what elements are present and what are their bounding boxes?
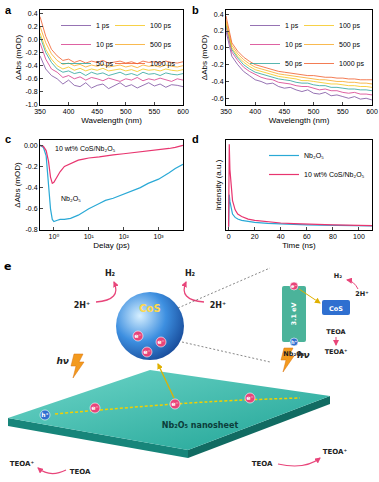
svg-text:Intensity (a.u.): Intensity (a.u.) [214,159,223,210]
svg-text:0.0: 0.0 [28,36,38,43]
svg-text:TEOA: TEOA [252,460,273,468]
svg-text:-0.6: -0.6 [26,205,38,212]
svg-text:Nb₂O₅: Nb₂O₅ [283,350,304,358]
svg-text:Wavelength (nm): Wavelength (nm) [81,116,142,125]
svg-text:Nb₂O₅: Nb₂O₅ [61,195,81,202]
svg-text:10 wt% CoS/Nb₂O₅: 10 wt% CoS/Nb₂O₅ [55,145,116,152]
svg-text:e⁻: e⁻ [171,400,178,407]
svg-text:2H⁺: 2H⁺ [210,301,226,310]
svg-text:80: 80 [329,233,337,240]
svg-text:10¹: 10¹ [84,233,95,240]
svg-text:10⁰: 10⁰ [49,233,60,240]
svg-text:e⁻: e⁻ [143,348,150,355]
svg-text:1 ps: 1 ps [285,22,299,30]
svg-text:a: a [5,4,12,16]
svg-text:400: 400 [249,108,261,115]
svg-text:100 ps: 100 ps [339,22,361,30]
svg-text:500 ps: 500 ps [150,41,172,49]
svg-text:H₂: H₂ [185,269,196,278]
svg-text:hν: hν [56,356,69,366]
svg-text:ΔAbs (mOD): ΔAbs (mOD) [200,34,209,80]
svg-text:TEOA: TEOA [326,328,345,336]
svg-text:-0.4: -0.4 [26,62,38,69]
svg-text:e⁻: e⁻ [246,394,253,401]
svg-text:TEOA⁺: TEOA⁺ [323,448,348,456]
svg-text:CoS: CoS [139,303,160,314]
svg-text:100 ps: 100 ps [150,22,172,30]
svg-text:-0.4: -0.4 [26,184,38,191]
svg-text:10³: 10³ [154,233,165,240]
svg-text:-0.6: -0.6 [212,95,224,102]
svg-text:600: 600 [177,108,189,115]
svg-text:-0.4: -0.4 [212,78,224,85]
svg-text:10 ps: 10 ps [285,41,303,49]
svg-text:2H⁺: 2H⁺ [355,290,368,298]
svg-text:0.4: 0.4 [214,11,224,18]
svg-text:600: 600 [366,108,378,115]
svg-text:H₂: H₂ [105,269,116,278]
svg-text:10²: 10² [119,233,130,240]
svg-text:d: d [192,133,199,145]
svg-text:3.1 eV: 3.1 eV [290,302,298,325]
svg-text:450: 450 [279,108,291,115]
svg-text:h⁺: h⁺ [41,411,48,418]
svg-text:10 wt% CoS/Nb₂O₅: 10 wt% CoS/Nb₂O₅ [304,171,365,178]
svg-text:ΔAbs (mOD): ΔAbs (mOD) [14,34,23,80]
svg-text:0.4: 0.4 [28,10,38,17]
svg-text:350: 350 [34,108,46,115]
svg-text:500: 500 [308,108,320,115]
svg-text:20: 20 [251,233,259,240]
svg-text:-0.2: -0.2 [212,61,224,68]
svg-text:e⁻: e⁻ [134,332,141,339]
svg-text:ΔAbs (mOD): ΔAbs (mOD) [13,162,22,208]
svg-text:0.00: 0.00 [24,142,38,149]
svg-text:350: 350 [220,108,232,115]
svg-text:-0.8: -0.8 [26,226,38,233]
svg-text:h⁺: h⁺ [291,339,298,345]
svg-text:1000 ps: 1000 ps [150,60,175,68]
svg-text:50 ps: 50 ps [96,60,114,68]
svg-text:-0.2: -0.2 [26,49,38,56]
svg-text:500 ps: 500 ps [339,41,361,49]
svg-text:1000 ps: 1000 ps [339,60,364,68]
svg-text:e⁻: e⁻ [91,404,98,411]
svg-text:-0.6: -0.6 [26,75,38,82]
svg-text:550: 550 [337,108,349,115]
svg-text:10 ps: 10 ps [96,41,114,49]
svg-text:100: 100 [353,233,365,240]
svg-text:550: 550 [149,108,161,115]
svg-text:CoS: CoS [329,305,343,313]
svg-text:Nb₂O₅: Nb₂O₅ [304,152,324,159]
svg-text:TEOA: TEOA [70,468,91,476]
svg-text:e⁻: e⁻ [291,283,297,289]
svg-text:Delay (ps): Delay (ps) [93,241,130,250]
svg-text:-1.0: -1.0 [26,101,38,108]
svg-text:50 ps: 50 ps [285,60,303,68]
svg-text:60: 60 [303,233,311,240]
svg-text:400: 400 [63,108,75,115]
svg-text:Wavelength (nm): Wavelength (nm) [269,116,330,125]
svg-text:-0.8: -0.8 [26,88,38,95]
svg-text:e: e [4,260,11,273]
svg-text:500: 500 [120,108,132,115]
svg-text:0.0: 0.0 [214,44,224,51]
svg-text:0.2: 0.2 [28,23,38,30]
svg-text:1 ps: 1 ps [96,22,110,30]
svg-text:2H⁺: 2H⁺ [74,301,90,310]
svg-text:TEOA⁺: TEOA⁺ [10,460,35,468]
svg-text:H₂: H₂ [334,272,342,280]
svg-text:TEOA⁺: TEOA⁺ [325,348,348,356]
svg-text:e⁻: e⁻ [157,338,164,345]
svg-text:40: 40 [277,233,285,240]
svg-text:c: c [5,133,11,145]
svg-text:0: 0 [227,233,231,240]
svg-text:450: 450 [91,108,103,115]
svg-text:-0.2: -0.2 [26,163,38,170]
svg-text:b: b [192,4,199,16]
svg-text:Time (ns): Time (ns) [282,241,316,250]
svg-text:Nb₂O₅ nanosheet: Nb₂O₅ nanosheet [162,421,239,430]
svg-text:0.2: 0.2 [214,27,224,34]
